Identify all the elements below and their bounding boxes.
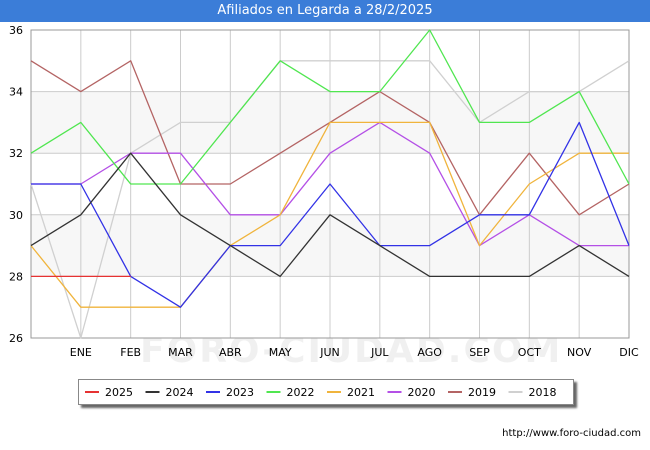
line-chart: 26 28 30 32 34 36 ENE FEB MAR ABR MAY JUN JUL AGO SEP O… bbox=[9, 24, 639, 359]
x-tick-label: OCT bbox=[518, 346, 541, 359]
x-tick-label: NOV bbox=[567, 346, 592, 359]
x-tick-label: DIC bbox=[619, 346, 639, 359]
legend-label-2022: 2022 bbox=[287, 386, 315, 399]
legend-label-2021: 2021 bbox=[347, 386, 375, 399]
series-line-2021 bbox=[30, 121, 629, 308]
legend-label-2020: 2020 bbox=[408, 386, 436, 399]
series-line-2024 bbox=[30, 152, 630, 278]
legend: 2025 2024 2023 2022 2021 2020 2019 2018 bbox=[78, 379, 574, 405]
y-tick-label: 34 bbox=[9, 86, 23, 99]
legend-label-2018: 2018 bbox=[529, 386, 557, 399]
series-line-2022 bbox=[30, 29, 630, 185]
chart-title: Afiliados en Legarda a 28/2/2025 bbox=[0, 0, 650, 22]
x-tick-label: MAR bbox=[168, 346, 193, 359]
x-tick-label: ENE bbox=[70, 346, 92, 359]
x-tick-label: FEB bbox=[120, 346, 141, 359]
y-tick-label: 30 bbox=[9, 209, 23, 222]
source-url: http://www.foro-ciudad.com bbox=[502, 428, 641, 439]
x-tick-label: JUL bbox=[370, 346, 389, 359]
legend-label-2025: 2025 bbox=[105, 386, 133, 399]
x-tick-label: JUN bbox=[319, 346, 340, 359]
legend-label-2023: 2023 bbox=[226, 386, 254, 399]
y-tick-label: 32 bbox=[9, 147, 23, 160]
x-tick-label: SEP bbox=[469, 346, 490, 359]
y-tick-label: 36 bbox=[9, 24, 23, 37]
x-tick-label: ABR bbox=[219, 346, 242, 359]
y-tick-label: 26 bbox=[9, 332, 23, 345]
y-tick-label: 28 bbox=[9, 270, 23, 283]
x-tick-label: AGO bbox=[417, 346, 442, 359]
legend-label-2024: 2024 bbox=[166, 386, 194, 399]
legend-label-2019: 2019 bbox=[468, 386, 496, 399]
x-tick-label: MAY bbox=[269, 346, 292, 359]
